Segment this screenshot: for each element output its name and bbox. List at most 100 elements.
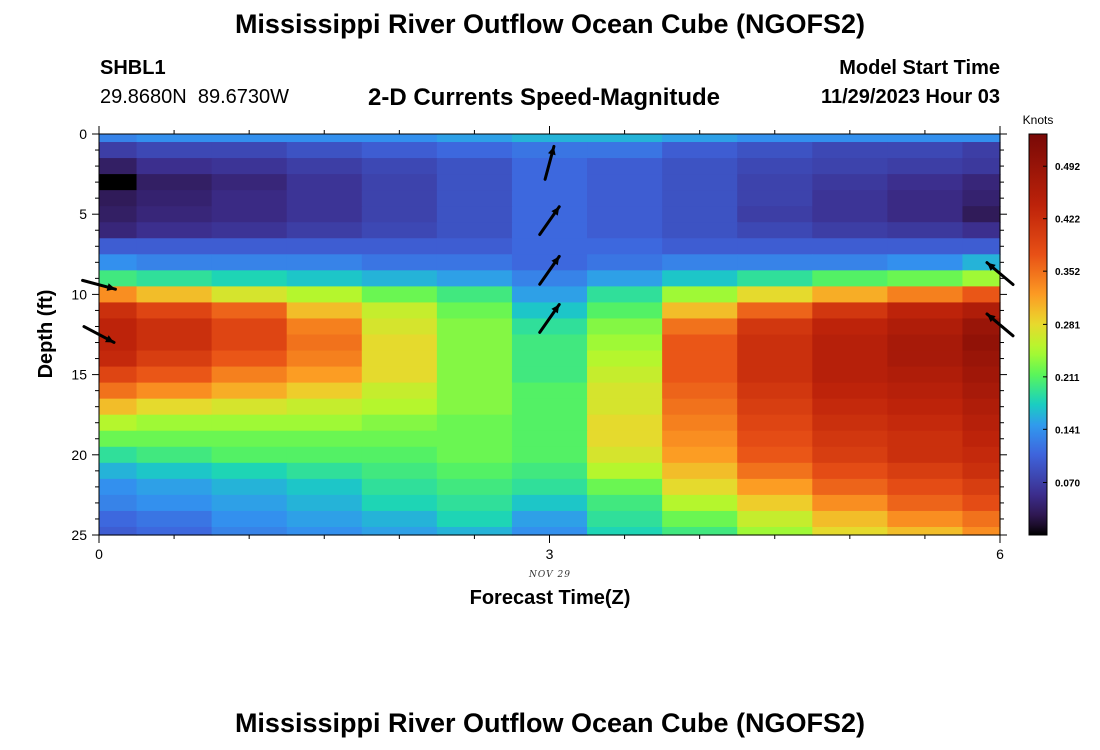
y-tick-label: 20 bbox=[71, 447, 87, 463]
heatmap-cell bbox=[436, 526, 513, 536]
heatmap-cell bbox=[962, 430, 1001, 448]
heatmap-cell bbox=[737, 270, 813, 287]
heatmap-cell bbox=[587, 222, 663, 239]
current-arrow bbox=[538, 303, 561, 334]
heatmap-cell bbox=[511, 494, 588, 512]
heatmap-cell bbox=[99, 238, 138, 255]
heatmap-cell bbox=[662, 206, 738, 223]
heatmap-cell bbox=[136, 446, 213, 464]
heatmap-cell bbox=[812, 510, 888, 528]
heatmap-cell bbox=[587, 254, 663, 271]
heatmap-cell bbox=[962, 398, 1001, 416]
heatmap-cell bbox=[962, 366, 1001, 384]
heatmap-cell bbox=[361, 238, 438, 255]
heatmap-cell bbox=[812, 270, 888, 287]
heatmap-cell bbox=[136, 286, 213, 304]
heatmap-cell bbox=[962, 286, 1001, 304]
current-arrow bbox=[538, 254, 561, 286]
heatmap-cell bbox=[211, 494, 288, 512]
heatmap-cell bbox=[361, 526, 438, 536]
heatmap-cell bbox=[136, 494, 213, 512]
heatmap-cell bbox=[812, 286, 888, 304]
heatmap-cell bbox=[812, 350, 888, 368]
heatmap-cell bbox=[211, 206, 288, 223]
heatmap-cell bbox=[511, 446, 588, 464]
heatmap-cell bbox=[211, 238, 288, 255]
heatmap-cell bbox=[436, 190, 513, 207]
heatmap-cell bbox=[962, 222, 1001, 239]
date-label: NOV 29 bbox=[528, 570, 571, 580]
heatmap-cell bbox=[511, 286, 588, 304]
heatmap-cell bbox=[587, 158, 663, 175]
heatmap-cell bbox=[136, 382, 213, 400]
heatmap-cell bbox=[662, 398, 738, 416]
heatmap-cell bbox=[211, 462, 288, 480]
heatmap-cell bbox=[136, 334, 213, 352]
heatmap-cell bbox=[511, 222, 588, 239]
heatmap-cell bbox=[99, 286, 138, 304]
heatmap-cell bbox=[662, 222, 738, 239]
heatmap-cell bbox=[587, 510, 663, 528]
heatmap-cell bbox=[812, 142, 888, 159]
heatmap-cell bbox=[136, 366, 213, 384]
heatmap-cell bbox=[511, 510, 588, 528]
heatmap-cell bbox=[136, 414, 213, 432]
heatmap-cell bbox=[887, 526, 964, 536]
heatmap-cell bbox=[737, 350, 813, 368]
heatmap-cell bbox=[436, 238, 513, 255]
heatmap-cell bbox=[887, 318, 964, 336]
heatmap-cell bbox=[361, 462, 438, 480]
heatmap-cell bbox=[211, 414, 288, 432]
heatmap-cell bbox=[511, 134, 588, 143]
heatmap-cell bbox=[962, 318, 1001, 336]
heatmap-cell bbox=[812, 174, 888, 191]
heatmap-cell bbox=[887, 206, 964, 223]
heatmap-cell bbox=[887, 510, 964, 528]
heatmap-cell bbox=[887, 158, 964, 175]
heatmap-cell bbox=[812, 526, 888, 536]
heatmap-cell bbox=[662, 158, 738, 175]
heatmap-cell bbox=[286, 158, 363, 175]
heatmap-cell bbox=[286, 510, 363, 528]
heatmap-cell bbox=[511, 366, 588, 384]
heatmap-cell bbox=[211, 174, 288, 191]
heatmap-cell bbox=[211, 526, 288, 536]
heatmap-cell bbox=[887, 446, 964, 464]
heatmap-cell bbox=[286, 462, 363, 480]
heatmap-cell bbox=[361, 134, 438, 143]
station-coordinates: 29.8680N 89.6730W bbox=[100, 86, 290, 108]
heatmap-cell bbox=[587, 334, 663, 352]
heatmap-cell bbox=[361, 254, 438, 271]
heatmap-cell bbox=[812, 158, 888, 175]
heatmap-cell bbox=[436, 134, 513, 143]
heatmap-cell bbox=[211, 286, 288, 304]
heatmap-cell bbox=[99, 462, 138, 480]
heatmap-cell bbox=[812, 206, 888, 223]
heatmap-cells bbox=[99, 134, 1001, 536]
heatmap-cell bbox=[662, 286, 738, 304]
heatmap-cell bbox=[887, 174, 964, 191]
heatmap-cell bbox=[436, 398, 513, 416]
heatmap-cell bbox=[286, 302, 363, 320]
heatmap-cell bbox=[587, 350, 663, 368]
heatmap-cell bbox=[211, 142, 288, 159]
heatmap-cell bbox=[737, 142, 813, 159]
heatmap-cell bbox=[99, 430, 138, 448]
colorbar-tick-label: 0.211 bbox=[1055, 373, 1080, 384]
heatmap-cell bbox=[962, 142, 1001, 159]
heatmap-cell bbox=[511, 174, 588, 191]
heatmap-cell bbox=[436, 494, 513, 512]
x-tick-label: 0 bbox=[95, 546, 103, 562]
heatmap-cell bbox=[436, 206, 513, 223]
heatmap-cell bbox=[136, 430, 213, 448]
heatmap-cell bbox=[286, 318, 363, 336]
heatmap-cell bbox=[812, 414, 888, 432]
heatmap-cell bbox=[962, 334, 1001, 352]
heatmap-cell bbox=[361, 350, 438, 368]
heatmap-cell bbox=[211, 430, 288, 448]
heatmap-cell bbox=[436, 142, 513, 159]
heatmap-cell bbox=[587, 318, 663, 336]
heatmap-cell bbox=[737, 318, 813, 336]
heatmap-cell bbox=[99, 270, 138, 287]
heatmap-cell bbox=[99, 398, 138, 416]
